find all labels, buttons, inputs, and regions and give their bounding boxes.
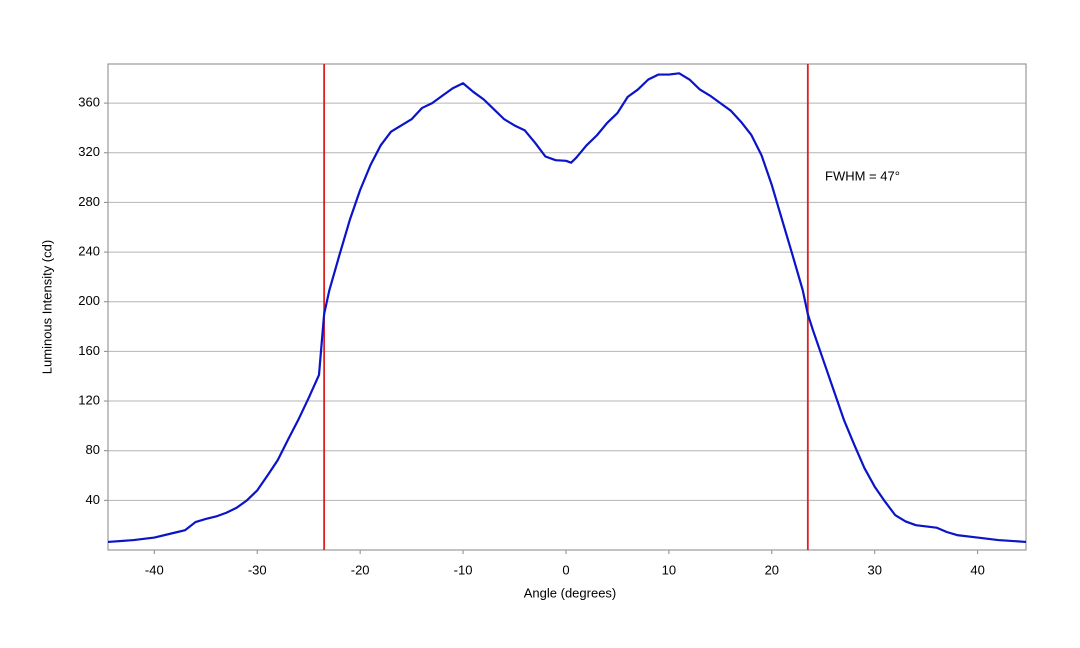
y-tick-label: 200 — [78, 293, 100, 308]
y-tick-label: 240 — [78, 244, 100, 259]
x-tick-label: 40 — [970, 562, 984, 577]
x-tick-label: -40 — [145, 562, 164, 577]
plot-frame — [107, 63, 1027, 551]
y-tick-label: 280 — [78, 194, 100, 209]
data-line — [107, 72, 1027, 544]
y-tick-label: 80 — [86, 442, 100, 457]
x-tick-label: -20 — [351, 562, 370, 577]
x-tick-label: -10 — [454, 562, 473, 577]
x-tick-label: 30 — [867, 562, 881, 577]
x-axis-label: Angle (degrees) — [524, 585, 617, 600]
annotation: FWHM = 47° — [825, 168, 900, 183]
x-tick-label: 0 — [562, 562, 569, 577]
x-tick-label: 10 — [662, 562, 676, 577]
x-tick-label: -30 — [248, 562, 267, 577]
y-tick-label: 320 — [78, 144, 100, 159]
y-tick-label: 120 — [78, 392, 100, 407]
y-axis-label: Luminous Intensity (cd) — [39, 240, 54, 374]
y-tick-label: 40 — [86, 492, 100, 507]
x-tick-label: 20 — [765, 562, 779, 577]
y-tick-label: 160 — [78, 343, 100, 358]
y-tick-label: 360 — [78, 95, 100, 110]
